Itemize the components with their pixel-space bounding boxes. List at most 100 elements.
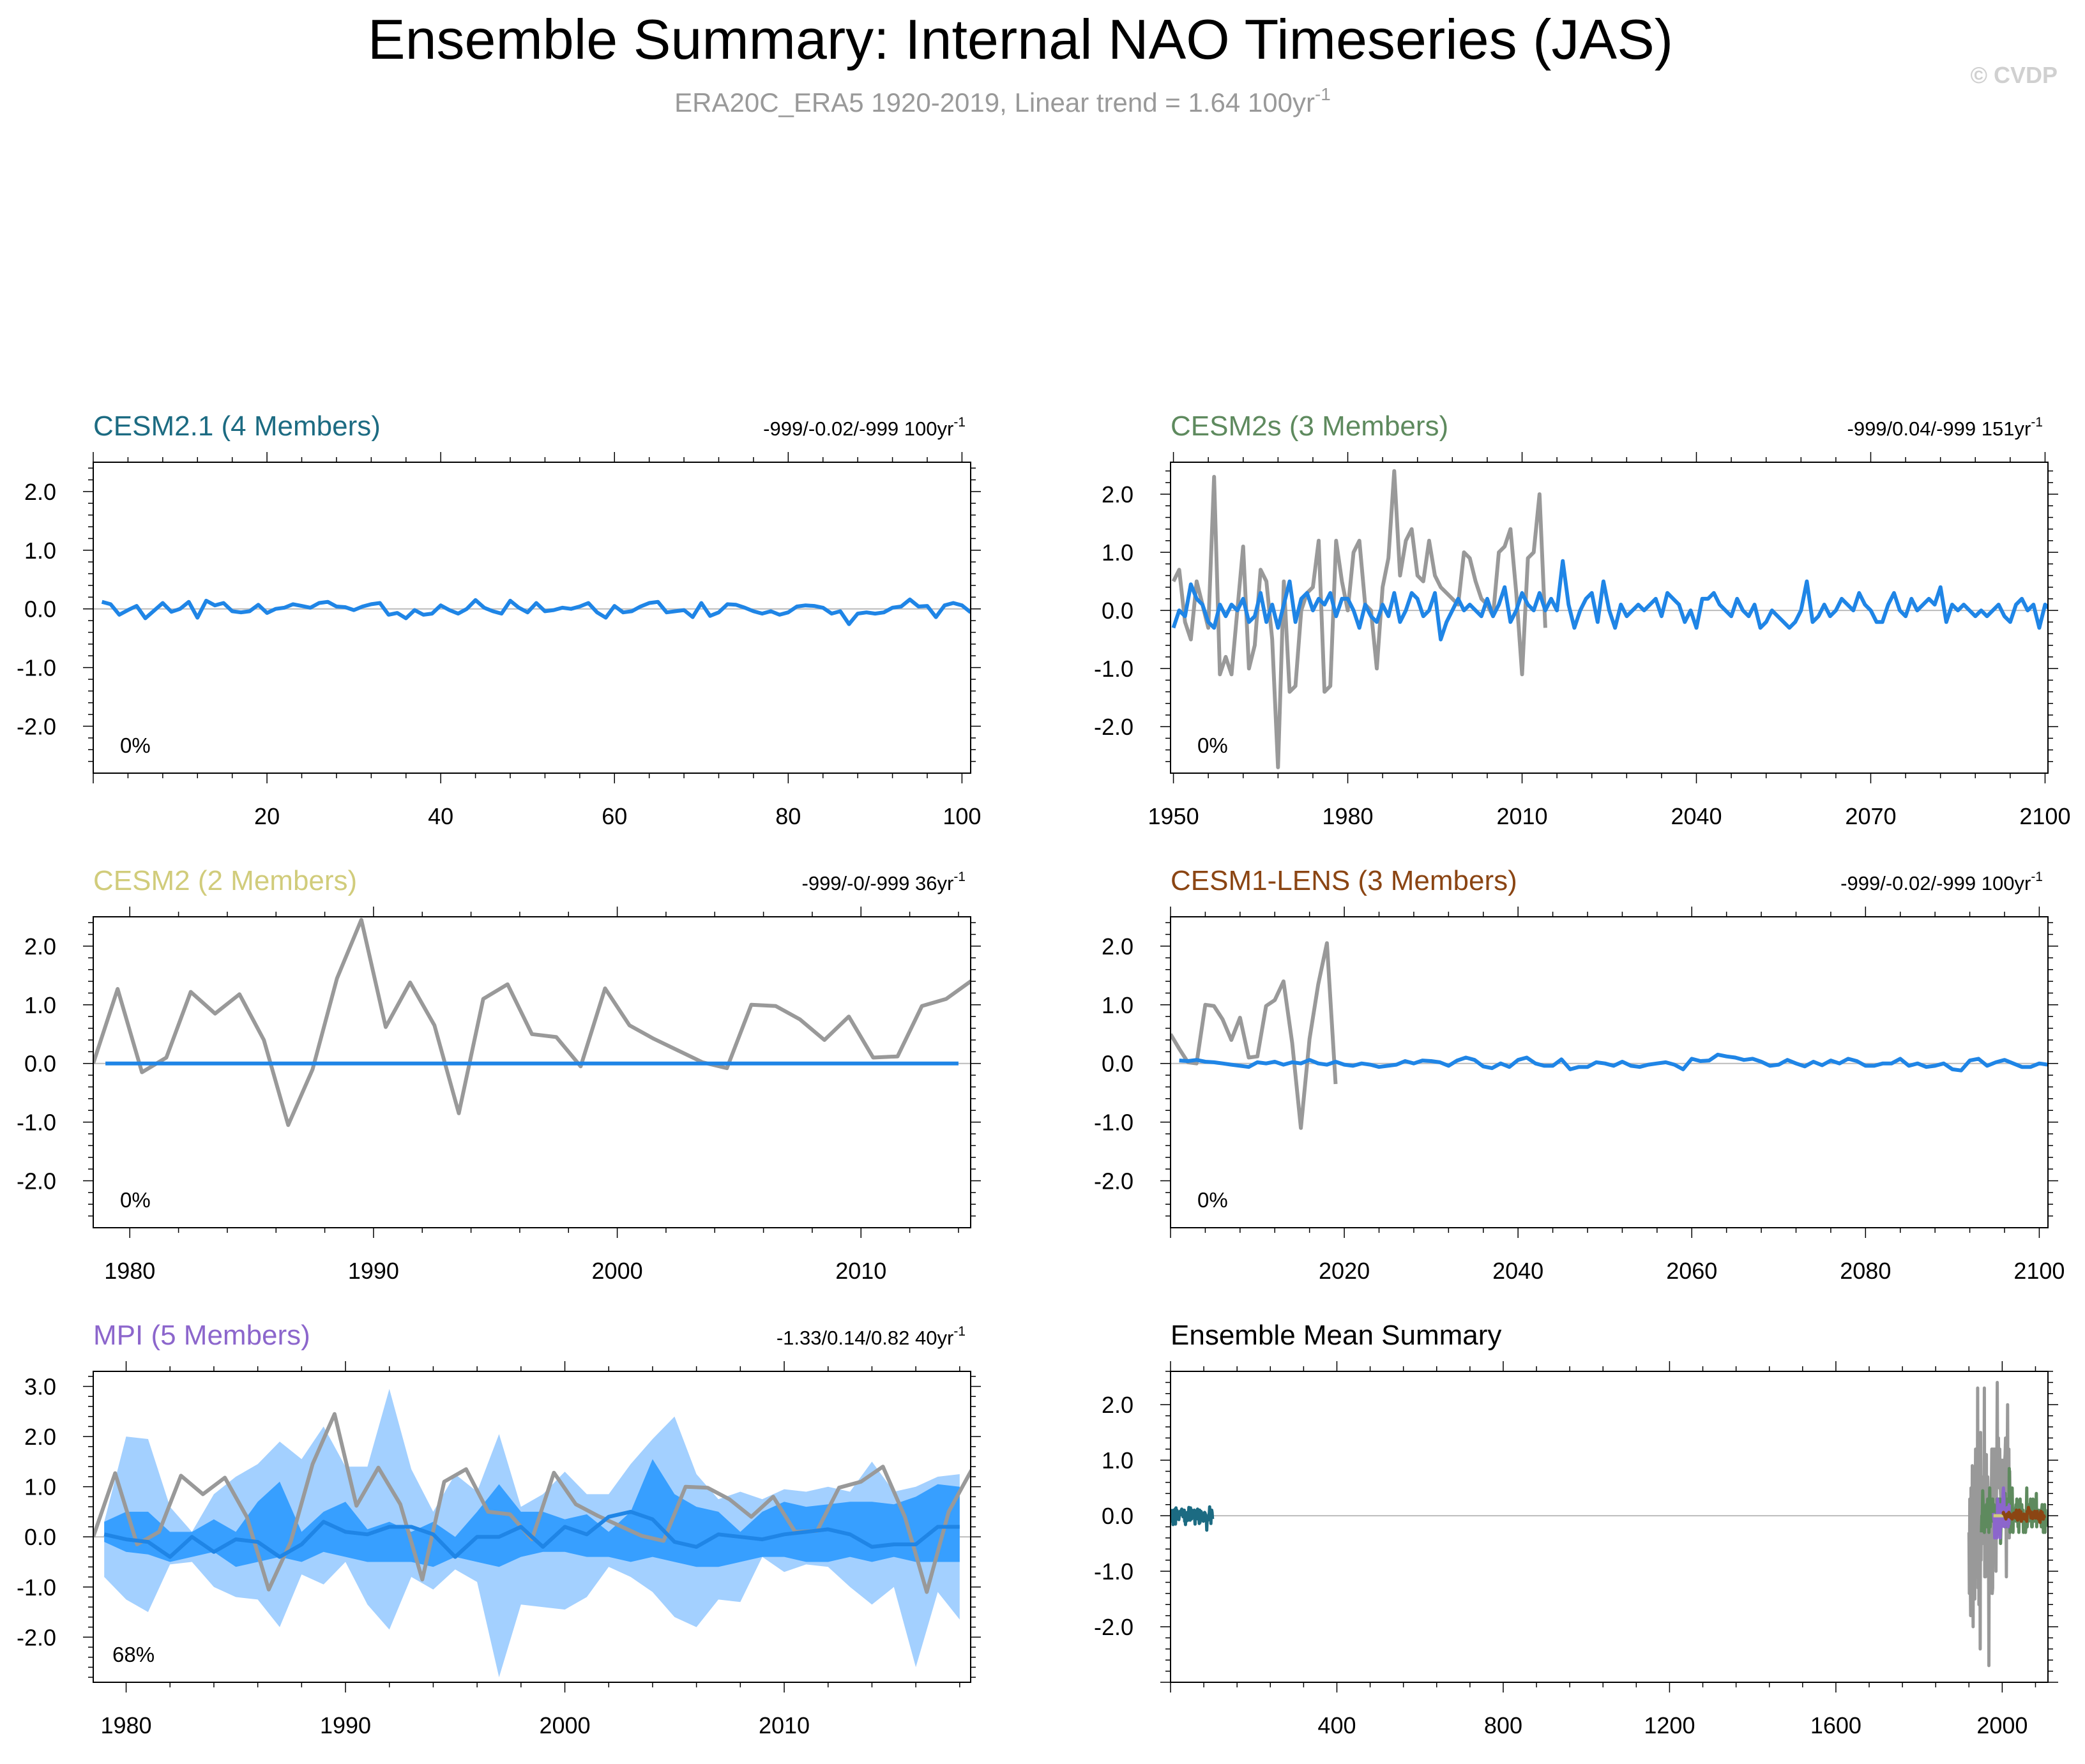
copyright-label: © CVDP (1970, 62, 2058, 88)
x-tick-label: 2080 (1840, 1258, 1891, 1284)
x-tick-label: 2010 (759, 1712, 810, 1738)
panel-stats: -999/-0/-999 36yr-1 (802, 870, 966, 894)
panel-stats-exponent: -1 (2031, 870, 2043, 884)
panel-frame (1170, 916, 2049, 1228)
x-tick-label: 2010 (1496, 803, 1547, 829)
percent-label: 68% (112, 1643, 155, 1666)
panel-title: CESM1-LENS (3 Members) (1171, 865, 1517, 896)
panel-mpi: MPI (5 Members) -1.33/0.14/0.82 40yr-1 3.0… (17, 1320, 981, 1738)
y-tick-label: 0.0 (1102, 1051, 1133, 1077)
x-tick-label: 60 (602, 803, 627, 829)
series-line (2001, 1505, 2047, 1524)
x-tick-label: 2100 (2019, 803, 2070, 829)
y-tick-label: 1.0 (24, 1474, 56, 1500)
x-tick-label: 800 (1484, 1712, 1522, 1738)
y-tick-label: 1.0 (1102, 1447, 1133, 1474)
obs-line (1171, 941, 1338, 1130)
panel-title: CESM2.1 (4 Members) (93, 411, 381, 442)
percent-label: 0% (120, 734, 151, 757)
obs-line (93, 1412, 971, 1594)
panel-title: CESM2s (3 Members) (1171, 411, 1448, 442)
panel-stats-value: -999/-0/-999 36yr (802, 872, 954, 894)
figure-subtitle-main: ERA20C_ERA5 1920-2019, Linear trend = 1.… (674, 87, 1315, 117)
x-tick-label: 1990 (348, 1258, 399, 1284)
y-tick-label: 0.0 (1102, 1503, 1133, 1529)
x-tick-label: 2000 (1976, 1712, 2028, 1738)
y-tick-label: 1.0 (1102, 992, 1133, 1018)
y-tick-label: 0.0 (24, 1051, 56, 1077)
ensemble-mean-line (1179, 1052, 2048, 1073)
panel-stats: -999/0.04/-999 151yr-1 (1847, 415, 2043, 440)
panel-summary: Ensemble Mean Summary 2.0 1.0 0.0 -1.0 -2.0 40… (1094, 1320, 2058, 1738)
panel-cesm2: CESM2 (2 Members) -999/-0/-999 36yr-1 2.0 1… (17, 865, 981, 1284)
x-tick-label: 40 (428, 803, 453, 829)
plot-area (1171, 941, 2048, 1130)
y-tick-label: 2.0 (24, 933, 56, 960)
panel-stats: -999/-0.02/-999 100yr-1 (763, 415, 966, 440)
y-tick-label: 3.0 (24, 1374, 56, 1400)
panel-cesm21: CESM2.1 (4 Members) -999/-0.02/-999 100yr… (17, 411, 981, 829)
panel-stats-value: -999/0.04/-999 151yr (1847, 418, 2031, 440)
panel-stats-exponent: -1 (953, 415, 966, 430)
plot-area (93, 1389, 971, 1678)
panel-stats-exponent: -1 (2031, 415, 2043, 430)
panel-frame (93, 916, 971, 1228)
panel-cesm1lens: CESM1-LENS (3 Members) -999/-0.02/-999 10… (1094, 865, 2065, 1284)
y-tick-label: 2.0 (24, 479, 56, 505)
y-tick-label: -2.0 (17, 713, 56, 739)
ensemble-mean-line (101, 598, 971, 626)
y-tick-label: 2.0 (1102, 1392, 1133, 1418)
y-tick-label: 2.0 (24, 1424, 56, 1450)
x-tick-label: 2060 (1666, 1258, 1717, 1284)
y-tick-label: -1.0 (1094, 1558, 1133, 1585)
x-tick-label: 1200 (1644, 1712, 1695, 1738)
plot-area (1171, 469, 2048, 769)
x-tick-label: 2040 (1492, 1258, 1543, 1284)
panel-stats-exponent: -1 (953, 1324, 966, 1339)
panel-title: Ensemble Mean Summary (1171, 1320, 1501, 1351)
y-tick-label: 0.0 (24, 1524, 56, 1550)
y-tick-label: 0.0 (24, 596, 56, 622)
y-tick-label: -2.0 (1094, 714, 1133, 740)
percent-label: 0% (1197, 1188, 1228, 1212)
y-tick-label: -1.0 (1094, 656, 1133, 682)
x-tick-label: 20 (254, 803, 280, 829)
series-line (1171, 1505, 1215, 1532)
x-tick-label: 100 (943, 803, 981, 829)
panel-frame (93, 462, 971, 774)
panel-stats: -1.33/0.14/0.82 40yr-1 (777, 1324, 966, 1349)
x-tick-label: 1600 (1810, 1712, 1861, 1738)
plot-area (93, 598, 971, 626)
plot-area (93, 917, 971, 1127)
panel-stats: -999/-0.02/-999 100yr-1 (1840, 870, 2043, 894)
plot-area (1171, 1380, 2048, 1668)
x-tick-label: 2070 (1845, 803, 1896, 829)
y-tick-label: 2.0 (1102, 481, 1133, 508)
percent-label: 0% (1197, 734, 1228, 757)
x-tick-label: 400 (1317, 1712, 1356, 1738)
panels: CESM2.1 (4 Members) -999/-0.02/-999 100yr… (17, 411, 2071, 1738)
x-tick-label: 2020 (1319, 1258, 1370, 1284)
x-tick-label: 2040 (1671, 803, 1722, 829)
obs-line (1171, 469, 1547, 769)
x-tick-label: 1980 (1322, 803, 1373, 829)
y-tick-label: 0.0 (1102, 598, 1133, 624)
y-tick-label: -2.0 (1094, 1614, 1133, 1640)
panel-cesm2s: CESM2s (3 Members) -999/0.04/-999 151yr-1… (1094, 411, 2071, 829)
y-tick-label: 1.0 (24, 538, 56, 564)
panel-title: MPI (5 Members) (93, 1320, 310, 1351)
y-tick-label: -1.0 (17, 1574, 56, 1601)
y-tick-label: -1.0 (17, 1110, 56, 1136)
y-tick-label: 1.0 (24, 992, 56, 1018)
x-tick-label: 2010 (835, 1258, 886, 1284)
obs-line (93, 917, 971, 1127)
ensemble-mean-line (1171, 559, 2048, 642)
figure-subtitle: ERA20C_ERA5 1920-2019, Linear trend = 1.… (674, 84, 1331, 117)
y-tick-label: 1.0 (1102, 539, 1133, 566)
x-tick-label: 1950 (1148, 803, 1199, 829)
spread-inner-band (104, 1459, 960, 1567)
figure-subtitle-exponent: -1 (1315, 84, 1331, 104)
x-tick-label: 1990 (320, 1712, 371, 1738)
